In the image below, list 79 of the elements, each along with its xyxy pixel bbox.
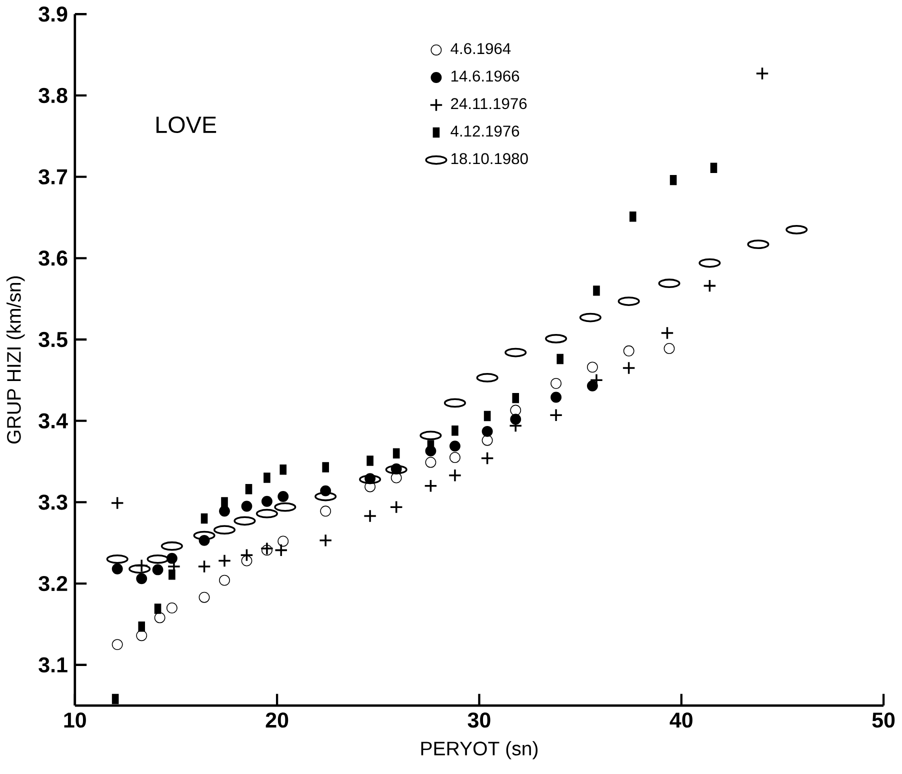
point [586,362,598,373]
x-tick-label: 10 [64,712,86,728]
point [425,456,436,468]
y-tick-label: 3.9 [38,6,68,22]
y-tick-label: 3.1 [38,657,68,673]
x-tick-label: 50 [872,712,895,728]
y-tick-label: 3.7 [38,169,68,184]
point [166,552,178,564]
point [318,534,332,548]
point [245,484,252,494]
point [390,463,402,474]
point [623,345,634,356]
point [154,604,162,614]
point [136,630,148,642]
point [482,434,493,446]
point [241,500,252,512]
point [261,496,272,507]
point [166,602,178,614]
point [756,66,769,80]
legend-label: 4.6.1964 [450,43,511,54]
y-tick-label: 3.3 [38,494,68,510]
y-tick-label: 3.2 [38,576,68,592]
point [549,408,563,422]
x-tick-label: 30 [468,712,490,728]
point [425,446,436,456]
legend-label: 24.11.1976 [451,98,527,110]
point [449,452,460,463]
annotation: LOVE [156,116,216,134]
point [110,496,124,510]
x-axis-title: PERYOT (sn) [421,741,538,760]
point [660,326,674,340]
point [510,404,522,416]
point [448,468,462,482]
point [278,491,289,502]
y-tick-label: 3.8 [38,88,68,104]
point [218,554,232,568]
point [152,564,164,576]
point [320,506,332,517]
y-tick-label: 3.5 [38,332,68,348]
point [480,452,494,466]
point [112,563,123,574]
y-tick-label: 3.4 [38,413,68,429]
point [550,392,562,403]
point [198,534,210,546]
point [112,639,123,650]
point [261,544,272,556]
y-axis-title: GRUP HIZI (km/sn) [6,276,25,444]
legend-label: 4.12.1976 [450,126,520,137]
point [363,509,377,523]
x-tick-label: 20 [266,712,288,728]
point [198,592,210,603]
point [424,479,438,493]
point [364,473,376,484]
point [280,464,287,475]
point [449,440,460,452]
point [260,542,274,556]
point [198,560,212,574]
point [278,536,289,547]
legend-label: 18.10.1980 [451,153,528,164]
point [138,622,146,632]
y-tick-label: 3.6 [38,250,68,266]
point [136,573,148,584]
point [482,426,493,437]
point [510,414,522,425]
point [586,380,598,392]
point [702,279,716,293]
point [622,361,636,375]
point [240,548,254,562]
legend-label: 14.6.1966 [451,70,520,82]
x-tick-label: 40 [670,712,692,728]
point [550,378,562,389]
point [219,506,230,517]
point [320,485,332,496]
point [390,500,404,514]
point [154,612,166,624]
point [629,212,636,222]
point [219,574,230,586]
point [241,555,252,566]
point [664,343,675,354]
